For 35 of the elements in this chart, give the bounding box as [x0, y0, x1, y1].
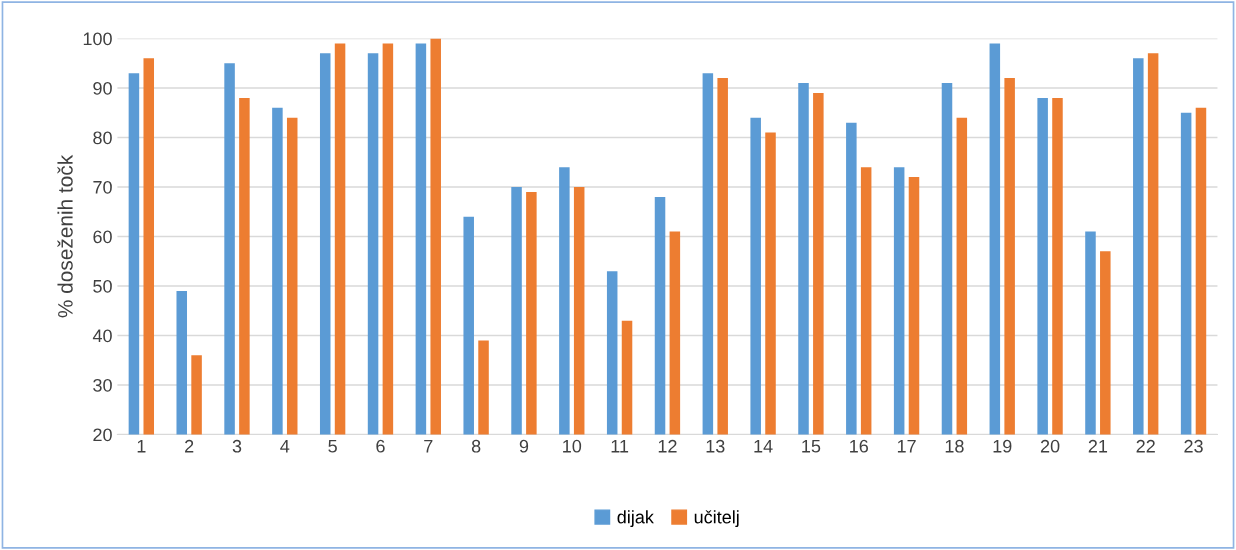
legend-label: dijak — [617, 510, 654, 528]
x-tick-label: 3 — [232, 439, 242, 453]
x-tick-label: 5 — [328, 440, 337, 453]
x-tick-label: 12 — [658, 439, 677, 453]
x-tick-label: 15 — [802, 440, 821, 453]
x-tick-label: 21 — [1088, 439, 1108, 453]
x-tick-label: 1 — [137, 440, 146, 453]
y-axis-title: % doseženih točk — [57, 154, 73, 318]
x-tick-label: 9 — [519, 439, 529, 453]
x-tick-label: 4 — [280, 440, 290, 453]
x-tick-label: 18 — [945, 439, 964, 453]
x-tick-label: 14 — [754, 440, 773, 453]
y-tick-label: 70 — [93, 180, 112, 194]
x-tick-label: 23 — [1184, 439, 1203, 453]
x-tick-label: 2 — [185, 439, 194, 453]
y-tick-label: 40 — [92, 329, 112, 343]
y-tick-label: 100 — [83, 32, 112, 46]
y-tick-label: 30 — [93, 378, 112, 392]
y-tick-label: 20 — [93, 428, 112, 442]
y-tick-label: 50 — [93, 279, 112, 293]
x-tick-label: 13 — [706, 439, 725, 453]
x-tick-label: 17 — [897, 440, 916, 453]
x-tick-label: 10 — [563, 439, 582, 453]
y-tick-label: 80 — [93, 131, 112, 145]
y-tick-label: 60 — [93, 230, 112, 244]
x-tick-label: 19 — [993, 439, 1012, 453]
x-tick-label: 7 — [424, 440, 433, 453]
x-tick-label: 8 — [471, 439, 481, 453]
y-tick-label: 90 — [93, 81, 112, 95]
x-tick-label: 20 — [1040, 439, 1060, 453]
legend-label: učitelj — [694, 510, 739, 528]
x-tick-label: 11 — [611, 440, 629, 453]
x-tick-label: 16 — [850, 439, 868, 453]
x-tick-label: 22 — [1136, 439, 1155, 453]
x-tick-label: 6 — [376, 439, 385, 453]
